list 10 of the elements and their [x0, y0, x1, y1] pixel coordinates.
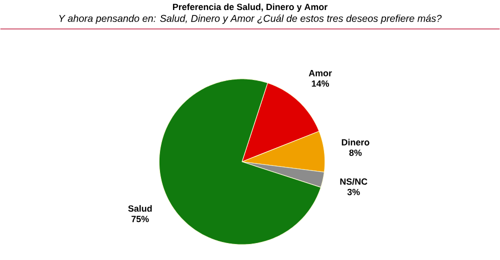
- data-label: 14%: [312, 80, 330, 87]
- slice-label: NS/NC: [340, 178, 368, 186]
- data-label: 3%: [347, 189, 360, 196]
- slice-label: Salud: [128, 205, 152, 212]
- data-label: 75%: [132, 216, 149, 222]
- chart-subtitle: Y ahora pensando en: Salud, Dinero y Amor ¿Cuál de estos tres deseos prefiere más?: [59, 14, 442, 24]
- data-label: 8%: [349, 150, 362, 156]
- chart-title: Preferencia de Salud, Dinero y Amor: [172, 4, 328, 12]
- slice-label: Dinero: [342, 139, 370, 146]
- slice-label: Amor: [308, 70, 332, 76]
